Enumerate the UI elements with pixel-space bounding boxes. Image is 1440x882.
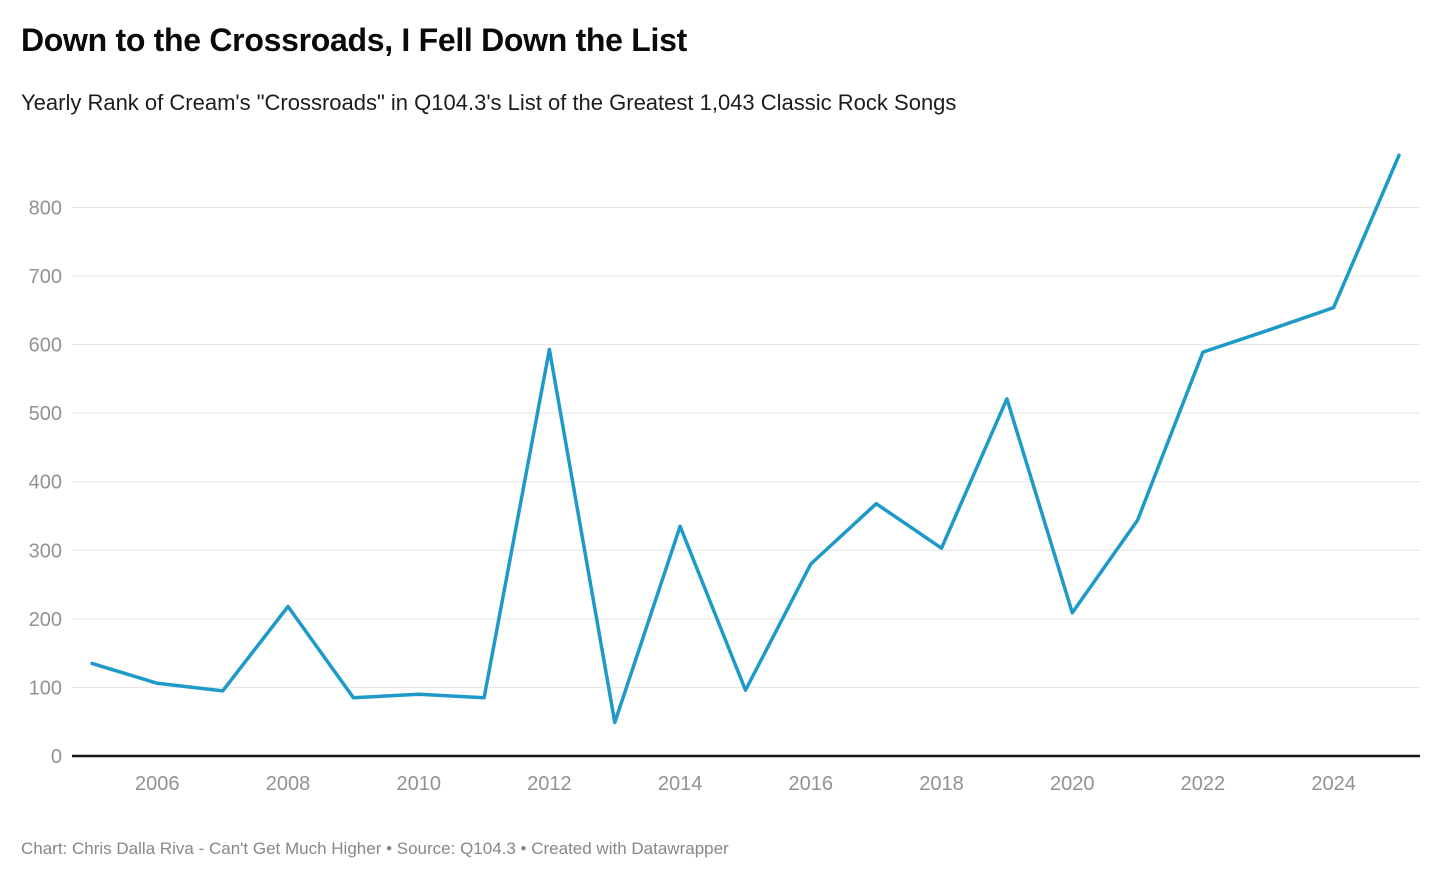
- x-tick-label: 2010: [397, 773, 442, 795]
- chart-header: Down to the Crossroads, I Fell Down the …: [21, 20, 1420, 117]
- x-tick-label: 2014: [658, 773, 703, 795]
- rank-line-series: [90, 153, 1401, 725]
- y-tick-label: 200: [29, 609, 62, 631]
- chart-title: Down to the Crossroads, I Fell Down the …: [21, 22, 687, 58]
- y-tick-label: 600: [29, 335, 62, 357]
- y-tick-label: 400: [29, 472, 62, 494]
- x-tick-label: 2018: [919, 773, 964, 795]
- chart-attribution: Chart: Chris Dalla Riva - Can't Get Much…: [21, 839, 729, 858]
- chart-subtitle: Yearly Rank of Cream's "Crossroads" in Q…: [21, 90, 957, 115]
- y-tick-label: 100: [29, 677, 62, 699]
- x-tick-label: 2008: [266, 773, 311, 795]
- x-tick-label: 2006: [135, 773, 180, 795]
- x-tick-label: 2020: [1050, 773, 1095, 795]
- x-tick-label: 2024: [1311, 773, 1356, 795]
- y-tick-label: 800: [29, 197, 62, 219]
- x-tick-label: 2022: [1181, 773, 1226, 795]
- y-tick-label: 300: [29, 540, 62, 562]
- y-tick-label: 0: [51, 746, 62, 768]
- y-tick-label: 500: [29, 403, 62, 425]
- y-tick-label: 700: [29, 266, 62, 288]
- x-tick-label: 2016: [789, 773, 834, 795]
- x-tick-label: 2012: [527, 773, 572, 795]
